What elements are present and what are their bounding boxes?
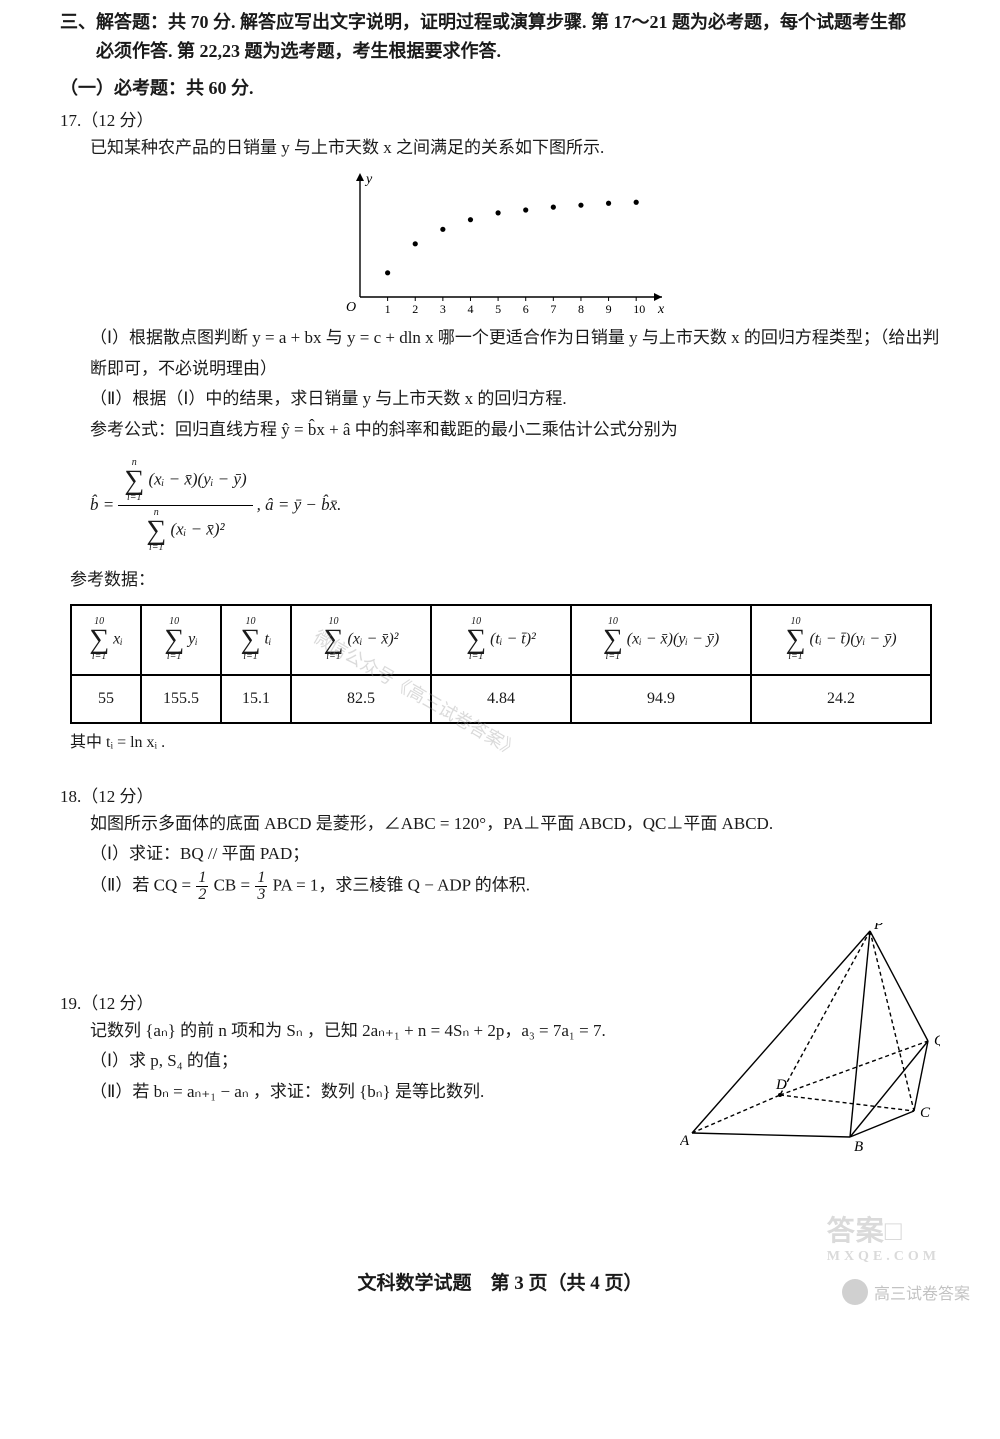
table-value-cell: 4.84 <box>431 675 571 723</box>
q18-intro: 如图所示多面体的底面 ABCD 是菱形，∠ABC = 120°，PA⊥平面 AB… <box>90 809 940 840</box>
q17-part1-text: （Ⅰ）根据散点图判断 y = a + bx 与 y = c + dln x 哪一… <box>90 328 939 378</box>
svg-text:x: x <box>657 302 665 317</box>
logo-sub: MXQE.COM <box>827 1249 940 1265</box>
q17-formula: b̂ = n ∑ i=1 (xᵢ − x̄)(yᵢ − ȳ) n ∑ i=1 (… <box>90 456 940 555</box>
svg-text:O: O <box>346 300 356 315</box>
svg-text:7: 7 <box>550 302 556 316</box>
table-value-row: 55155.515.182.54.8494.924.2 <box>71 675 931 723</box>
section-3-header-line1: 三、解答题：共 70 分. 解答应写出文字说明，证明过程或演算步骤. 第 17～… <box>60 12 906 32</box>
formula-denominator: n ∑ i=1 (xᵢ − x̄)² <box>140 506 230 555</box>
svg-text:4: 4 <box>467 302 473 316</box>
table-value-cell: 94.9 <box>571 675 751 723</box>
table-header-cell: 10∑i=1 (tᵢ − t̄)² <box>431 605 571 675</box>
q17-note-text: 其中 tᵢ = ln xᵢ . <box>70 734 165 751</box>
q17-data-table: 10∑i=1 xᵢ10∑i=1 yᵢ10∑i=1 tᵢ10∑i=1 (xᵢ − … <box>70 604 932 724</box>
q17-ref-formula-label: 参考公式：回归直线方程 ŷ = b̂x + â 中的斜率和截距的最小二乘估计公式… <box>90 415 940 446</box>
svg-text:y: y <box>364 172 373 187</box>
q18-part2-mid2: PA = 1，求三棱锥 Q − ADP 的体积. <box>273 875 530 894</box>
svg-text:8: 8 <box>578 302 584 316</box>
q17-note: 其中 tᵢ = ln xᵢ . <box>70 728 940 752</box>
q17-intro: 已知某种农产品的日销量 y 与上市天数 x 之间满足的关系如下图所示. <box>90 133 940 164</box>
scatter-svg: Ox y 1 2 3 4 5 6 7 8 9 10 <box>330 169 670 319</box>
table-header-row: 10∑i=1 xᵢ10∑i=1 yᵢ10∑i=1 tᵢ10∑i=1 (xᵢ − … <box>71 605 931 675</box>
svg-text:D: D <box>775 1077 787 1093</box>
a-hat-eq: , â = ȳ − b̂x̄. <box>257 495 342 515</box>
table-header-cell: 10∑i=1 (tᵢ − t̄)(yᵢ − ȳ) <box>751 605 931 675</box>
q18-number: 18.（12 分） <box>60 782 940 807</box>
frac1-d: 2 <box>196 887 208 903</box>
sum-bot: i=1 <box>127 493 142 503</box>
svg-text:6: 6 <box>523 302 529 316</box>
q18-part2-mid1: CB = <box>214 875 255 894</box>
svg-text:A: A <box>680 1133 690 1149</box>
svg-text:5: 5 <box>495 302 501 316</box>
svg-text:C: C <box>920 1105 931 1121</box>
den-expr: (xᵢ − x̄)² <box>170 519 224 538</box>
num-expr: (xᵢ − x̄)(yᵢ − ȳ) <box>148 469 246 488</box>
q17-scatter-plot: Ox y 1 2 3 4 5 6 7 8 9 10 <box>60 169 940 319</box>
q18-part1: （Ⅰ）求证：BQ // 平面 PAD； <box>90 839 940 870</box>
q17-ref-data-label: 参考数据： <box>70 565 940 596</box>
formula-fraction: n ∑ i=1 (xᵢ − x̄)(yᵢ − ȳ) n ∑ i=1 (xᵢ − … <box>118 456 252 555</box>
q17-part1: （Ⅰ）根据散点图判断 y = a + bx 与 y = c + dln x 哪一… <box>90 323 940 384</box>
sum-num: n ∑ i=1 <box>124 458 144 503</box>
q18-part2-pre: （Ⅱ）若 CQ = <box>90 875 195 894</box>
domain-logo: 答案□ MXQE.COM <box>827 1209 940 1265</box>
table-value-cell: 82.5 <box>291 675 431 723</box>
frac1-n: 1 <box>196 870 208 886</box>
exam-page: 三、解答题：共 70 分. 解答应写出文字说明，证明过程或演算步骤. 第 17～… <box>0 0 1000 1325</box>
table-header-cell: 10∑i=1 tᵢ <box>221 605 291 675</box>
sigma-icon: ∑ <box>124 468 144 493</box>
table-header-cell: 10∑i=1 yᵢ <box>141 605 221 675</box>
sum-den: n ∑ i=1 <box>146 508 166 553</box>
frac2-d: 3 <box>255 887 267 903</box>
svg-text:B: B <box>854 1139 863 1153</box>
table-value-cell: 24.2 <box>751 675 931 723</box>
q18-diagram: P Q A B C D <box>680 923 940 1158</box>
frac2-n: 1 <box>255 870 267 886</box>
table-header-cell: 10∑i=1 xᵢ <box>71 605 141 675</box>
table-header-cell: 10∑i=1 (xᵢ − x̄)(yᵢ − ȳ) <box>571 605 751 675</box>
geom-svg: P Q A B C D <box>680 923 940 1153</box>
q17-part2: （Ⅱ）根据（Ⅰ）中的结果，求日销量 y 与上市天数 x 的回归方程. <box>90 384 940 415</box>
table-value-cell: 15.1 <box>221 675 291 723</box>
sum-bot2: i=1 <box>149 543 164 553</box>
table-value-cell: 155.5 <box>141 675 221 723</box>
svg-text:Q: Q <box>934 1033 940 1049</box>
frac-1-2: 1 2 <box>196 870 208 903</box>
formula-numerator: n ∑ i=1 (xᵢ − x̄)(yᵢ − ȳ) <box>118 456 252 505</box>
logo-main: 答案□ <box>827 1216 903 1247</box>
svg-text:9: 9 <box>606 302 612 316</box>
b-hat-eq: b̂ = <box>90 495 114 515</box>
required-subheader: （一）必考题：共 60 分. <box>60 74 940 100</box>
svg-text:3: 3 <box>440 302 446 316</box>
table-value-cell: 55 <box>71 675 141 723</box>
frac-1-3: 1 3 <box>255 870 267 903</box>
section-3-header: 三、解答题：共 70 分. 解答应写出文字说明，证明过程或演算步骤. 第 17～… <box>60 8 940 66</box>
svg-text:1: 1 <box>385 302 391 316</box>
sigma-icon2: ∑ <box>146 518 166 543</box>
svg-text:2: 2 <box>412 302 418 316</box>
q18-part2: （Ⅱ）若 CQ = 1 2 CB = 1 3 PA = 1，求三棱锥 Q − A… <box>90 870 940 903</box>
svg-text:10: 10 <box>633 302 645 316</box>
svg-text:P: P <box>873 923 883 933</box>
section-3-header-line2: 必须作答. 第 22,23 题为选考题，考生根据要求作答. <box>96 41 501 61</box>
table-header-cell: 10∑i=1 (xᵢ − x̄)² <box>291 605 431 675</box>
page-footer: 文科数学试题 第 3 页（共 4 页） <box>60 1268 940 1295</box>
q17-number: 17.（12 分） <box>60 106 940 131</box>
